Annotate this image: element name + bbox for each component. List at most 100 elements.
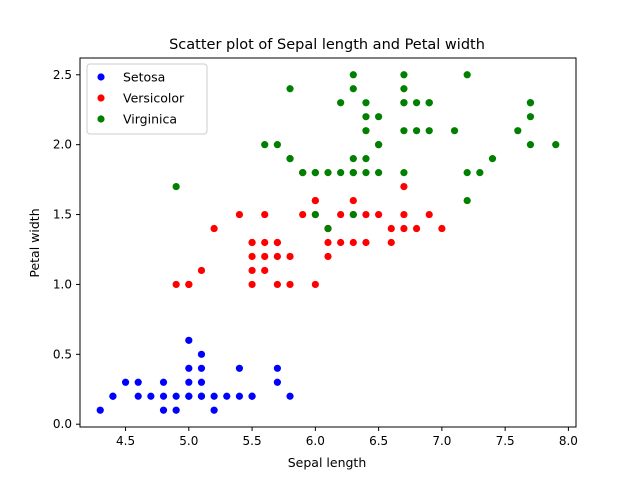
point-versicolor-7 (248, 266, 256, 275)
point-versicolor-32 (337, 210, 345, 219)
point-virginica-22 (362, 127, 370, 135)
x-axis-label: Sepal length (288, 455, 367, 470)
point-versicolor-41 (400, 224, 408, 233)
point-versicolor-13 (261, 238, 269, 247)
point-virginica-50 (526, 99, 535, 107)
point-virginica-46 (514, 127, 522, 135)
x-tick-label: 5.5 (243, 434, 262, 448)
point-virginica-0 (172, 182, 180, 191)
point-virginica-5 (286, 155, 294, 163)
point-setosa-16 (185, 392, 193, 400)
point-setosa-28 (248, 392, 256, 400)
y-tick-label: 1.0 (53, 277, 72, 291)
point-setosa-20 (197, 350, 206, 358)
point-versicolor-45 (425, 210, 433, 219)
point-versicolor-40 (387, 224, 395, 233)
point-setosa-15 (185, 336, 193, 344)
point-setosa-13 (185, 378, 193, 386)
point-versicolor-2 (185, 280, 193, 289)
point-virginica-28 (375, 141, 383, 149)
points-layer (96, 71, 560, 414)
legend-label-virginica: Virginica (123, 112, 177, 127)
point-virginica-44 (476, 169, 484, 177)
point-versicolor-26 (311, 196, 319, 205)
x-tick-label: 8.0 (559, 434, 578, 448)
point-versicolor-12 (261, 252, 269, 261)
point-virginica-24 (362, 99, 370, 107)
x-tick-label: 6.5 (369, 434, 388, 448)
point-virginica-35 (412, 127, 421, 135)
x-tick-label: 4.5 (116, 434, 135, 448)
point-versicolor-6 (248, 280, 256, 289)
point-versicolor-31 (337, 238, 345, 247)
plot-area-frame (79, 57, 577, 428)
chart-title: Scatter plot of Sepal length and Petal w… (169, 37, 485, 53)
point-virginica-11 (324, 224, 332, 233)
point-virginica-43 (463, 71, 471, 79)
legend-box (86, 63, 208, 135)
point-setosa-3 (121, 378, 130, 386)
point-versicolor-18 (273, 238, 281, 247)
point-versicolor-20 (286, 252, 294, 261)
point-versicolor-19 (286, 280, 294, 289)
point-setosa-30 (273, 364, 281, 372)
point-versicolor-10 (248, 238, 256, 247)
legend-marker-versicolor (97, 94, 105, 102)
x-tick-label: 5.0 (179, 434, 198, 448)
point-virginica-17 (349, 71, 357, 79)
point-virginica-6 (299, 169, 307, 177)
y-tick-label: 2.0 (53, 138, 72, 152)
point-versicolor-23 (311, 280, 319, 289)
point-setosa-9 (159, 378, 168, 386)
point-virginica-27 (375, 113, 383, 121)
point-versicolor-16 (273, 252, 281, 261)
point-versicolor-0 (172, 280, 180, 289)
point-virginica-15 (349, 155, 357, 163)
point-versicolor-46 (438, 224, 446, 233)
point-versicolor-15 (273, 280, 281, 289)
point-virginica-9 (311, 169, 319, 177)
point-virginica-29 (400, 169, 408, 177)
point-setosa-19 (197, 364, 206, 372)
point-versicolor-38 (375, 210, 383, 219)
point-virginica-40 (450, 127, 459, 135)
point-setosa-7 (159, 406, 168, 414)
point-virginica-37 (425, 127, 433, 135)
point-setosa-18 (197, 378, 206, 386)
point-virginica-34 (400, 99, 408, 107)
point-virginica-1 (261, 141, 269, 149)
point-virginica-13 (337, 99, 345, 107)
y-tick-label: 0.5 (53, 347, 72, 361)
point-versicolor-8 (248, 252, 256, 261)
point-setosa-21 (197, 392, 206, 400)
point-virginica-19 (349, 169, 357, 177)
point-setosa-26 (235, 364, 244, 372)
point-versicolor-28 (324, 238, 332, 247)
point-virginica-8 (311, 210, 319, 219)
point-versicolor-14 (261, 210, 269, 219)
legend-label-setosa: Setosa (123, 70, 165, 85)
point-virginica-47 (526, 141, 535, 149)
point-versicolor-42 (400, 210, 408, 219)
y-tick-label: 0.0 (53, 417, 72, 431)
point-setosa-0 (96, 406, 104, 414)
point-versicolor-11 (261, 266, 269, 275)
point-virginica-36 (412, 99, 421, 107)
x-tick-label: 7.5 (496, 434, 515, 448)
point-versicolor-36 (362, 238, 370, 247)
point-virginica-18 (349, 210, 357, 219)
point-setosa-6 (147, 392, 155, 400)
point-virginica-23 (362, 113, 370, 121)
legend-marker-setosa (97, 73, 105, 81)
point-virginica-51 (552, 141, 560, 149)
point-setosa-8 (159, 392, 168, 400)
x-tick-label: 6.0 (306, 434, 325, 448)
point-versicolor-33 (349, 238, 357, 247)
point-setosa-11 (172, 392, 180, 400)
point-virginica-25 (375, 169, 383, 177)
point-virginica-33 (400, 71, 408, 79)
point-versicolor-37 (362, 210, 370, 219)
point-versicolor-43 (400, 182, 408, 191)
